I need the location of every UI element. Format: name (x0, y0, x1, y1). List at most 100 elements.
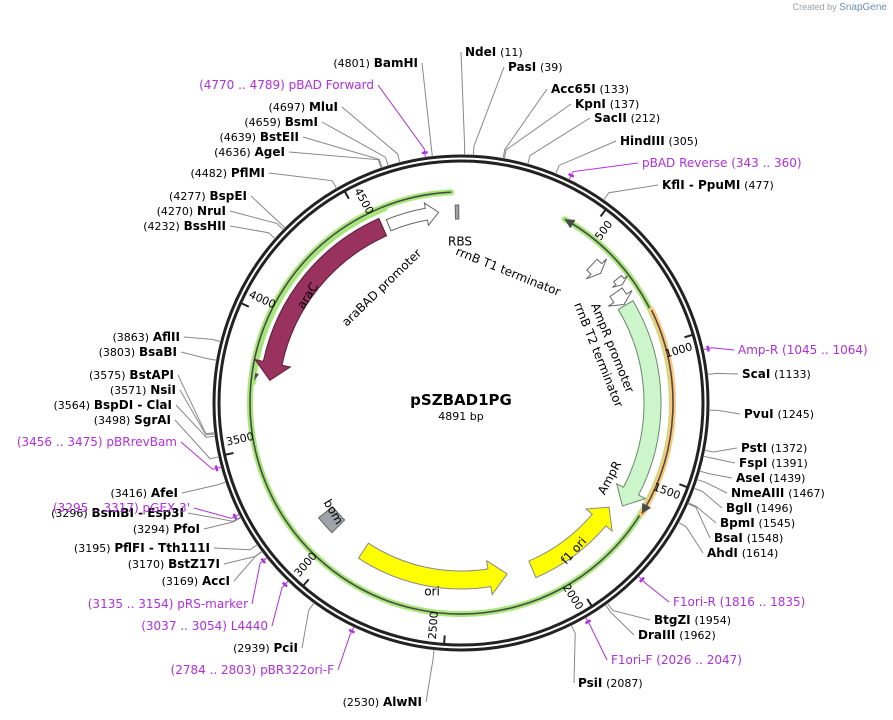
restriction-site[interactable]: BglI (1496) (693, 487, 793, 515)
primer-range: (2026 .. 2047) (656, 653, 742, 667)
restriction-site[interactable]: (4697) MluI (269, 100, 401, 163)
primer-site[interactable]: (3037 .. 3054) L4440 (141, 580, 289, 633)
restriction-site[interactable]: (3416) AfeI (110, 481, 227, 500)
restriction-site[interactable]: (3498) SgrAI (94, 413, 220, 460)
primer-site[interactable]: (4770 .. 4789) pBAD Forward (199, 78, 428, 158)
restriction-site[interactable]: AseI (1439) (699, 470, 805, 485)
feature-arabad-promoter[interactable] (385, 201, 440, 232)
restriction-site[interactable]: PsiI (2087) (570, 624, 643, 690)
enzyme-name: AflII (153, 330, 180, 344)
enzyme-position: (2530) (343, 696, 380, 709)
primer-site[interactable]: (3135 .. 3154) pRS-marker (88, 557, 268, 611)
site-label: F1ori-F (2026 .. 2047) (611, 653, 742, 667)
site-label: (4482) PflMI (190, 166, 265, 180)
primer-site[interactable]: (2784 .. 2803) pBR322ori-F (171, 626, 355, 677)
restriction-site[interactable]: (2939) PciI (233, 602, 315, 655)
enzyme-position: (3863) (112, 331, 149, 344)
primer-site[interactable]: (3456 .. 3475) pBRrevBam (17, 435, 222, 472)
enzyme-name: PflMI (231, 166, 265, 180)
site-leader-line (421, 62, 433, 157)
restriction-site[interactable]: KflI - PpuMI (477) (603, 178, 774, 201)
enzyme-position: (1614) (742, 547, 779, 560)
restriction-site[interactable]: (4232) BssHII (143, 219, 276, 240)
restriction-site[interactable]: (4277) BspEI (169, 189, 286, 229)
restriction-site[interactable]: (3571) NsiI (110, 383, 215, 436)
restriction-site[interactable]: (4801) BamHI (333, 56, 433, 157)
restriction-site[interactable]: (4270) NruI (157, 204, 284, 231)
enzyme-name: PflFI - Tth111I (114, 541, 210, 555)
restriction-site[interactable]: HindIII (305) (555, 134, 698, 174)
restriction-site[interactable]: (3296) BsmBI - Esp3I (51, 506, 242, 522)
site-leader-line (555, 140, 617, 174)
primer-site[interactable]: (3295 .. 3317) pGEX 3' (53, 501, 240, 520)
tick-label: 2000 (560, 582, 586, 613)
tick-mark (344, 191, 350, 200)
restriction-site[interactable]: (3195) PflFI - Tth111I (74, 541, 258, 555)
restriction-site[interactable]: SacII (212) (527, 111, 661, 165)
restriction-site[interactable]: BtgZI (1954) (606, 602, 731, 627)
primer-site[interactable]: F1ori-R (1816 .. 1835) (638, 575, 805, 609)
restriction-site[interactable]: (3575) BstAPI (89, 368, 215, 435)
site-label: (3564) BspDI - ClaI (53, 398, 172, 412)
site-leader-line (638, 575, 670, 603)
restriction-site[interactable]: (3564) BspDI - ClaI (53, 398, 216, 438)
restriction-site[interactable]: (4659) BsmI (244, 115, 389, 167)
restriction-site[interactable]: (3170) BstZ17I (128, 550, 263, 571)
site-label: (3456 .. 3475) pBRrevBam (17, 435, 177, 449)
tick-mark (443, 635, 446, 644)
enzyme-name: BsmBI - Esp3I (92, 506, 184, 520)
feature-label: araBAD promoter (339, 246, 424, 329)
feature-ori[interactable] (357, 542, 508, 596)
primer-name: pGEX 3' (143, 501, 190, 515)
restriction-site[interactable]: ScaI (1133) (707, 367, 811, 381)
restriction-site[interactable]: BpmI (1545) (687, 502, 795, 530)
restriction-site[interactable]: (3863) AflII (112, 330, 221, 344)
restriction-site[interactable]: (2530) AlwNI (343, 649, 435, 709)
restriction-site[interactable]: PasI (39) (472, 60, 563, 156)
feature-rbs[interactable] (454, 204, 460, 220)
restriction-site[interactable]: (3294) PfoI (133, 517, 242, 536)
site-leader-line (460, 51, 466, 156)
feature-rrnb-t2-terminator[interactable] (612, 274, 628, 288)
primer-site[interactable]: F1ori-F (2026 .. 2047) (584, 617, 742, 667)
restriction-site[interactable]: KpnI (137) (503, 97, 639, 159)
feature-bom[interactable] (317, 505, 346, 534)
site-label: Acc65I (133) (551, 82, 629, 96)
site-leader-line (175, 404, 216, 438)
restriction-site[interactable]: NmeAIII (1467) (696, 479, 825, 500)
feature-f1-ori[interactable] (528, 506, 613, 579)
site-label: PvuI (1245) (744, 407, 814, 421)
feature-ampr-promoter[interactable] (607, 287, 633, 307)
restriction-site[interactable]: DraIII (1962) (604, 604, 716, 642)
restriction-site[interactable]: NdeI (11) (460, 45, 523, 156)
enzyme-name: BspEI (209, 189, 247, 203)
restriction-site[interactable]: PstI (1372) (704, 441, 807, 455)
restriction-site[interactable]: (3169) AccI (162, 550, 263, 588)
restriction-site[interactable]: (3803) BsaBI (99, 345, 217, 361)
restriction-site[interactable]: (4636) AgeI (214, 145, 382, 169)
restriction-site[interactable]: BsaI (1548) (687, 503, 784, 545)
primer-site[interactable]: pBAD Reverse (343 .. 360) (568, 156, 802, 181)
restriction-site[interactable]: AhdI (1614) (678, 522, 778, 560)
site-leader-line (707, 372, 739, 375)
feature-ampr[interactable] (615, 300, 662, 507)
site-label: KflI - PpuMI (477) (662, 178, 774, 192)
site-label: (3295 .. 3317) pGEX 3' (53, 501, 190, 515)
feature-rrnb-t1-terminator[interactable] (585, 258, 607, 280)
restriction-site[interactable]: (4482) PflMI (190, 166, 338, 189)
restriction-site[interactable]: Acc65I (133) (502, 82, 629, 159)
site-label: (3195) PflFI - Tth111I (74, 541, 210, 555)
orf-layer (247, 189, 676, 617)
restriction-site[interactable]: PvuI (1245) (708, 407, 814, 421)
tick-mark (599, 209, 607, 218)
plasmid-length: 4891 bp (438, 410, 483, 423)
feature-arac[interactable] (253, 217, 388, 382)
restriction-site[interactable]: FspI (1391) (703, 455, 808, 470)
site-leader-line (472, 66, 505, 156)
site-leader-line (203, 517, 242, 530)
site-leader-line (703, 455, 736, 464)
primer-site[interactable]: Amp-R (1045 .. 1064) (703, 343, 868, 357)
primer-bind-mark (421, 150, 428, 155)
restriction-site[interactable]: (4639) BstEII (219, 130, 383, 169)
enzyme-position: (133) (600, 83, 630, 96)
